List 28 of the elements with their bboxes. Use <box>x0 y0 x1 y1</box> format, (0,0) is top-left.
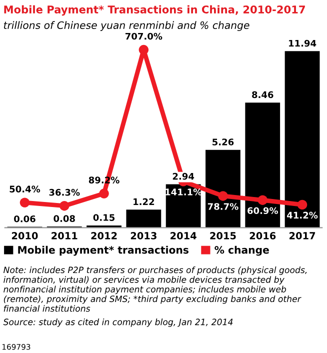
x-tick-label: 2014 <box>170 232 196 240</box>
data-label: 707.0% <box>125 32 162 40</box>
chart-title: Mobile Payment* Transactions in China, 2010-2017 <box>4 5 305 16</box>
legend-label: % change <box>214 246 269 256</box>
chart-subtitle: trillions of Chinese yuan renminbi and % change <box>4 21 250 31</box>
x-tick-label: 2016 <box>250 232 276 240</box>
data-label: 0.06 <box>14 215 36 222</box>
legend-label: Mobile payment* transactions <box>18 246 188 256</box>
x-tick-label: 2010 <box>12 232 38 240</box>
data-label: 41.2% <box>287 212 318 219</box>
data-label: 78.7% <box>208 203 238 210</box>
data-label: 8.46 <box>252 91 274 98</box>
text: Note: includes P2P transfers or purchases of products (physical goods, information, virtual) or services via mobile devices transacted by nonfinancial institution payment companies; includes mobile web (remote), proximity and SMS; *third party excluding banks and other financial institutions <box>4 266 307 312</box>
data-label: 1.22 <box>134 198 154 205</box>
x-tick-label: 2012 <box>91 232 117 240</box>
data-label: 60.9% <box>248 207 278 214</box>
x-tick-label: 2017 <box>290 232 316 240</box>
source-note: Source: study as cited in company blog, Jan 21, 2014 <box>3 318 233 327</box>
data-label: 36.3% <box>49 188 80 196</box>
data-label: 2.94 <box>172 172 194 180</box>
data-label: 0.15 <box>93 214 115 221</box>
x-tick-label: 2015 <box>210 232 236 240</box>
x-tick-label: 2011 <box>52 232 78 240</box>
data-label: 5.26 <box>212 138 234 146</box>
data-label: 11.94 <box>289 40 316 47</box>
x-tick-label: 2013 <box>130 232 156 240</box>
data-label: 50.4% <box>10 186 40 192</box>
data-label: 0.08 <box>54 215 75 222</box>
